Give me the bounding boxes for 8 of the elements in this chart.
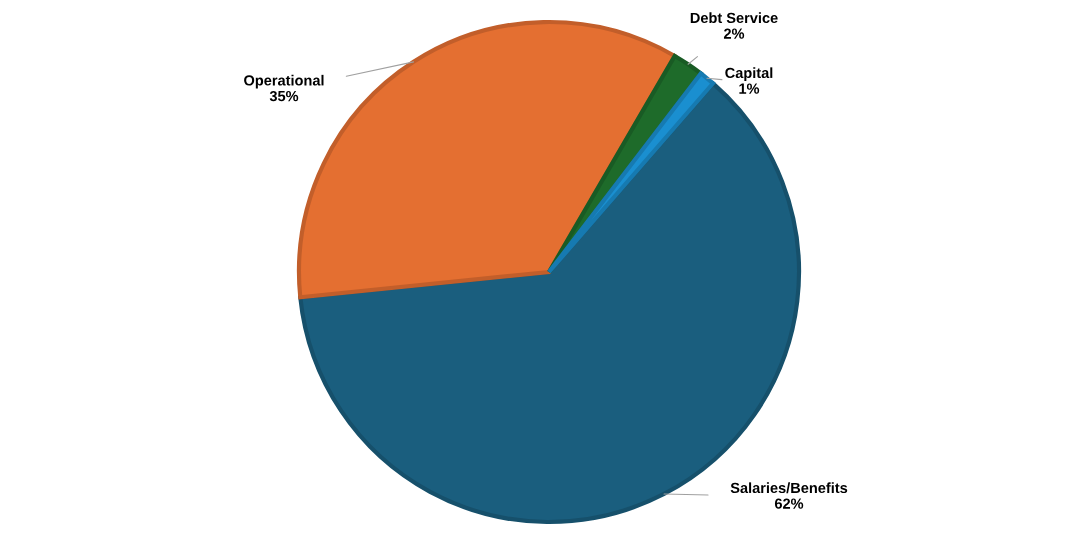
data-label: 1%	[739, 83, 760, 94]
data-label: 62%	[774, 498, 804, 509]
data-label: 35%	[269, 90, 299, 102]
data-label: 2%	[723, 28, 745, 39]
slice-label: Operational	[244, 74, 324, 89]
slice-label: Capital	[725, 67, 773, 81]
slice-label: Debt Service	[690, 12, 778, 24]
slice-label: Salaries/Benefits	[730, 482, 848, 494]
